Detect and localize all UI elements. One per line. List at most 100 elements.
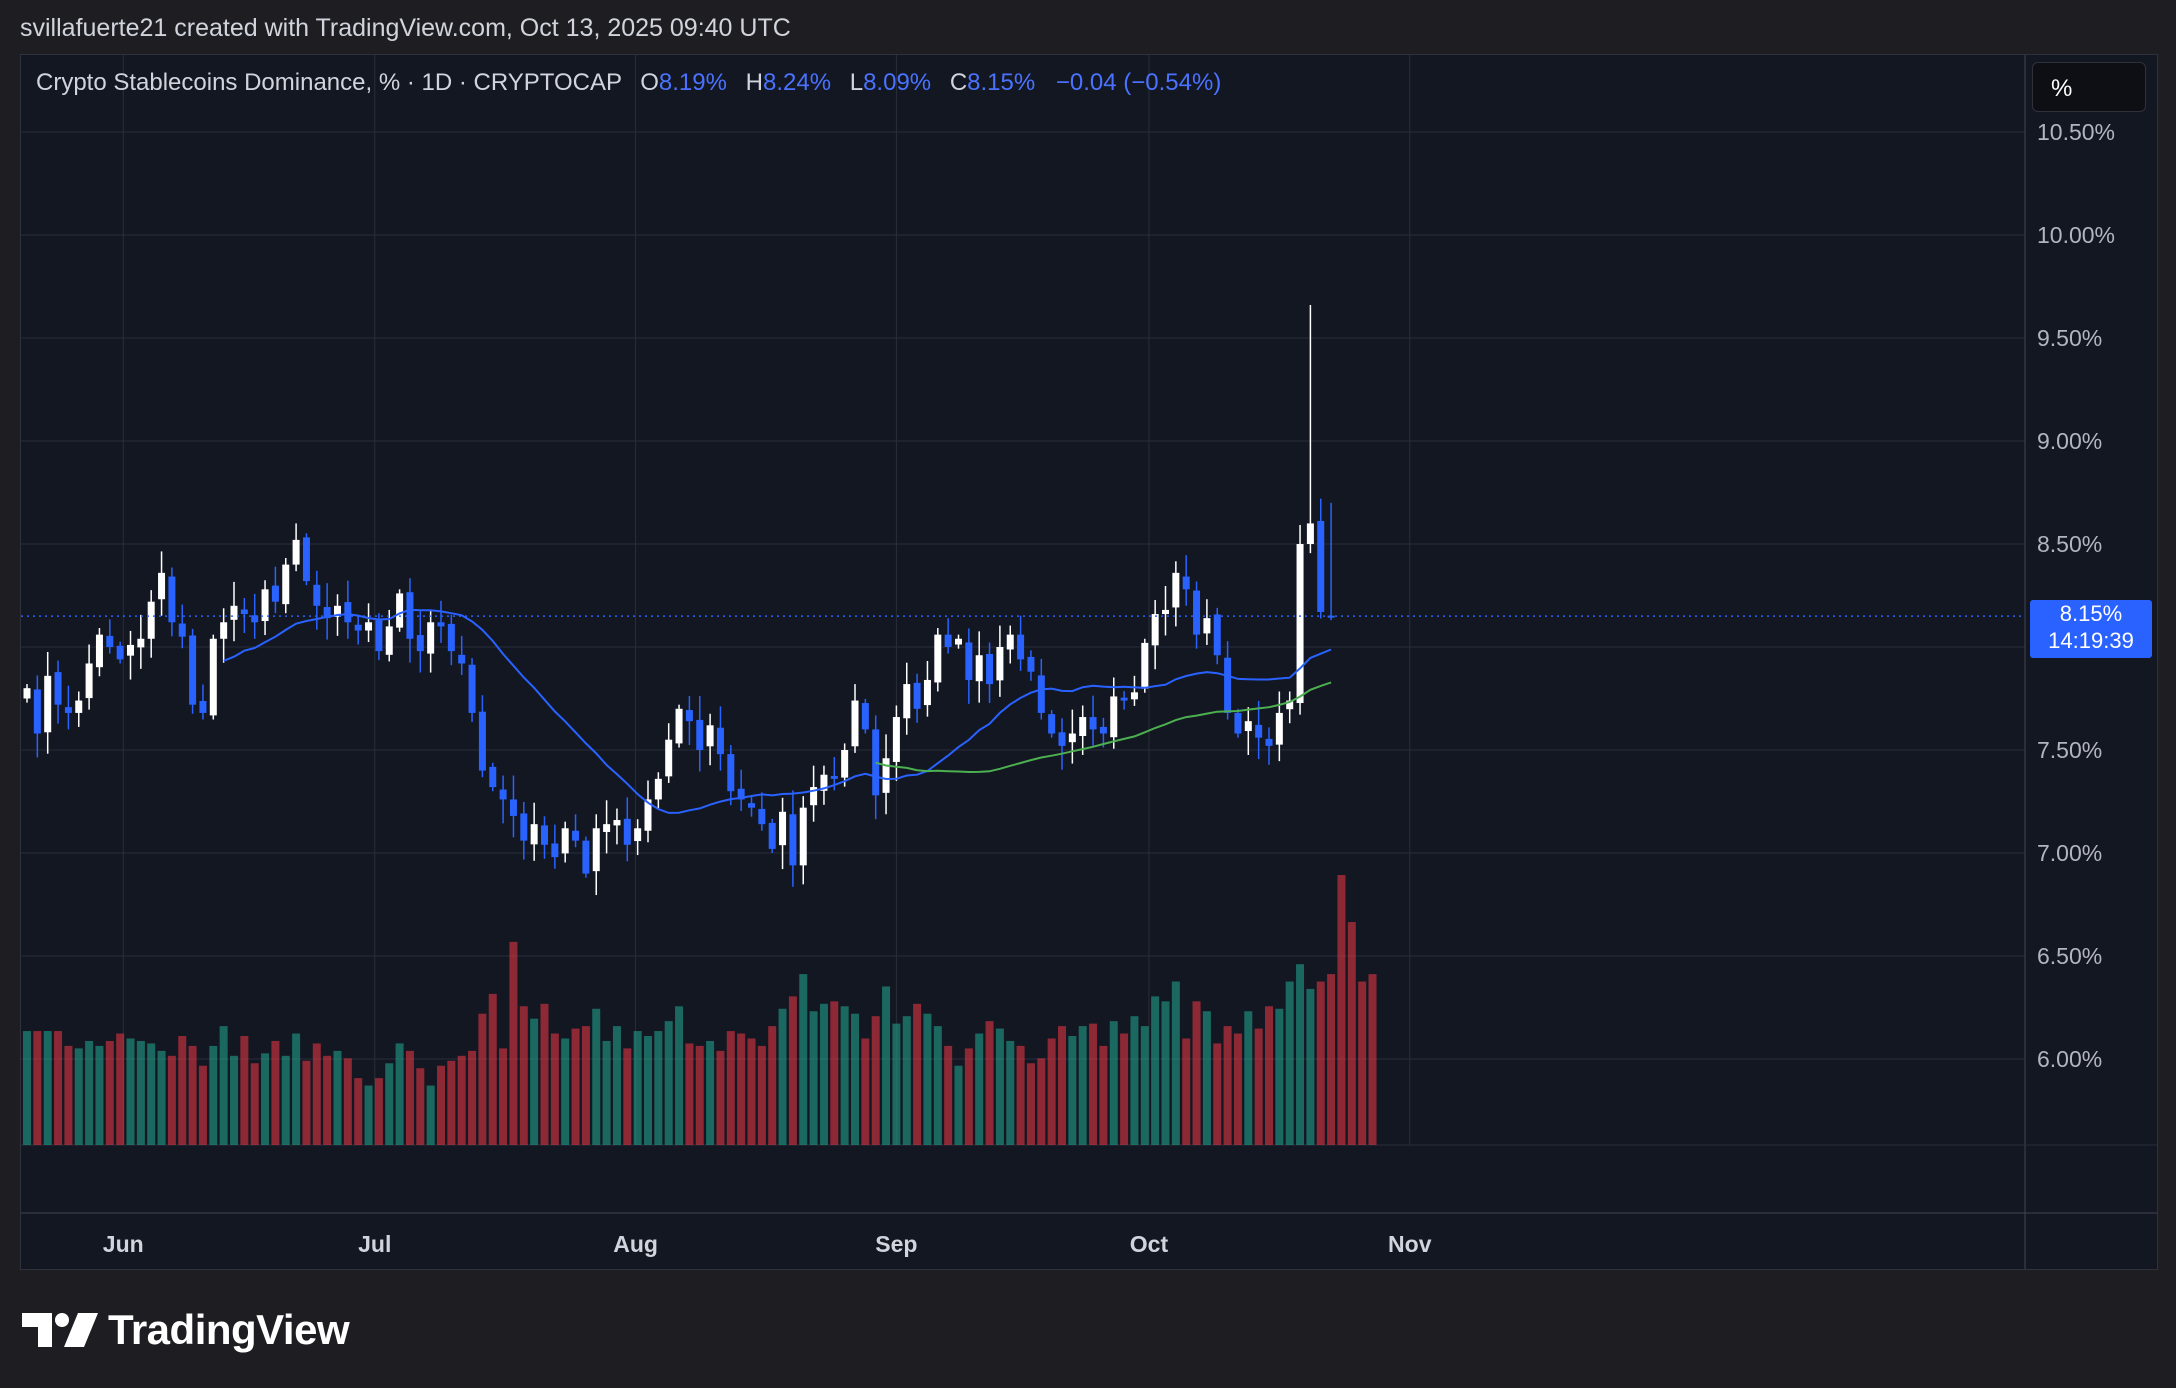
candle-body bbox=[509, 799, 517, 816]
open-label: O bbox=[640, 69, 659, 96]
candle-body bbox=[64, 707, 72, 713]
volume-bar bbox=[374, 1078, 383, 1145]
volume-bar bbox=[333, 1050, 342, 1145]
candle-body bbox=[220, 622, 228, 639]
volume-bar bbox=[105, 1040, 114, 1145]
candle-body bbox=[603, 824, 611, 832]
volume-bar bbox=[1006, 1040, 1015, 1145]
candle-body bbox=[520, 813, 528, 841]
percent-scale-button[interactable]: % bbox=[2032, 62, 2146, 112]
volume-bar bbox=[426, 1085, 435, 1145]
low-value: 8.09% bbox=[863, 69, 932, 96]
volume-bar bbox=[1265, 1006, 1273, 1145]
candle-body bbox=[1048, 714, 1056, 734]
volume-bar bbox=[292, 1033, 301, 1145]
candle-body bbox=[592, 828, 600, 872]
candle-body bbox=[789, 814, 797, 866]
candle-body bbox=[189, 635, 197, 705]
volume-bar bbox=[954, 1065, 963, 1145]
volume-bar bbox=[74, 1048, 83, 1145]
candle-body bbox=[1234, 712, 1242, 734]
price-chart[interactable]: 10.50%10.00%9.50%9.00%8.50%8.00%7.50%7.0… bbox=[21, 55, 2157, 1269]
candle-body bbox=[271, 585, 279, 602]
last-price-value: 8.15% bbox=[2059, 601, 2123, 626]
candle-body bbox=[1275, 712, 1283, 745]
chart-panel[interactable]: 10.50%10.00%9.50%9.00%8.50%8.00%7.50%7.0… bbox=[20, 54, 2158, 1270]
x-tick-label: Jul bbox=[358, 1231, 391, 1257]
close-label: C bbox=[949, 69, 968, 96]
candle-body bbox=[530, 824, 538, 845]
candle-body bbox=[1099, 726, 1107, 734]
candle-body bbox=[240, 609, 248, 615]
volume-bar bbox=[1047, 1038, 1056, 1145]
volume-bar bbox=[913, 1003, 922, 1145]
candle-body bbox=[375, 619, 383, 652]
change-value: −0.04 (−0.54%) bbox=[1055, 69, 1222, 96]
volume-bar bbox=[126, 1038, 135, 1145]
x-tick-label: Oct bbox=[1130, 1231, 1169, 1257]
volume-bar bbox=[809, 1011, 818, 1145]
volume-bar bbox=[95, 1045, 104, 1145]
candle-body bbox=[396, 593, 404, 628]
volume-bar bbox=[271, 1040, 280, 1145]
volume-bar bbox=[519, 1006, 528, 1145]
volume-bar bbox=[136, 1040, 145, 1145]
volume-bar bbox=[851, 1013, 859, 1145]
tradingview-logo[interactable]: TradingView bbox=[22, 1306, 350, 1354]
candle-body bbox=[1110, 696, 1118, 738]
volume-bar bbox=[416, 1068, 425, 1145]
y-tick-label: 7.00% bbox=[2037, 840, 2102, 866]
candle-body bbox=[706, 725, 714, 747]
candle-body bbox=[582, 840, 590, 874]
candle-body bbox=[1006, 634, 1014, 650]
symbol-info[interactable]: Crypto Stablecoins Dominance, % · 1D · C… bbox=[36, 69, 622, 96]
volume-bar bbox=[706, 1040, 715, 1145]
candle-body bbox=[944, 634, 952, 647]
candle-body bbox=[665, 739, 673, 777]
volume-bar bbox=[975, 1033, 984, 1145]
candle-body bbox=[354, 624, 362, 631]
volume-bar bbox=[1306, 988, 1315, 1145]
volume-bar bbox=[861, 1038, 870, 1145]
y-tick-label: 9.50% bbox=[2037, 325, 2102, 351]
candle-body bbox=[365, 622, 373, 631]
volume-bar bbox=[198, 1065, 207, 1145]
volume-bar bbox=[1358, 981, 1367, 1145]
volume-bar bbox=[343, 1058, 352, 1145]
volume-bar bbox=[1016, 1045, 1025, 1145]
last-price-tag: 8.15% 14:19:39 bbox=[2030, 600, 2152, 658]
candle-body bbox=[913, 682, 921, 709]
volume-bar bbox=[768, 1026, 777, 1145]
volume-bar bbox=[33, 1031, 42, 1145]
moving-average-green bbox=[875, 681, 1332, 774]
low-label: L bbox=[849, 69, 864, 96]
volume-bar bbox=[602, 1040, 611, 1145]
volume-bar bbox=[468, 1050, 477, 1145]
volume-bar bbox=[499, 1048, 508, 1145]
candle-body bbox=[334, 605, 341, 617]
volume-bar bbox=[1368, 974, 1377, 1145]
candle-body bbox=[292, 539, 300, 565]
volume-bar bbox=[747, 1038, 756, 1145]
candle-body bbox=[158, 572, 166, 600]
candle-body bbox=[1193, 590, 1201, 635]
volume-bar bbox=[550, 1033, 559, 1145]
candle-body bbox=[892, 717, 900, 762]
volume-bar bbox=[302, 1060, 311, 1145]
candle-body bbox=[1130, 692, 1138, 700]
candle-body bbox=[768, 822, 776, 849]
volume-bar bbox=[581, 1026, 590, 1145]
volume-bar bbox=[944, 1045, 953, 1145]
volume-bar bbox=[405, 1050, 414, 1145]
volume-bar bbox=[1285, 981, 1294, 1145]
volume-bar bbox=[654, 1031, 663, 1145]
volume-bar bbox=[737, 1033, 746, 1145]
candle-body bbox=[551, 843, 559, 858]
candle-body bbox=[923, 679, 931, 706]
volume-bar bbox=[571, 1028, 580, 1145]
candle-body bbox=[323, 607, 331, 619]
volume-bar bbox=[188, 1045, 197, 1145]
candle-body bbox=[1296, 544, 1304, 704]
candle-body bbox=[1306, 523, 1314, 544]
volume-bar bbox=[261, 1053, 270, 1145]
